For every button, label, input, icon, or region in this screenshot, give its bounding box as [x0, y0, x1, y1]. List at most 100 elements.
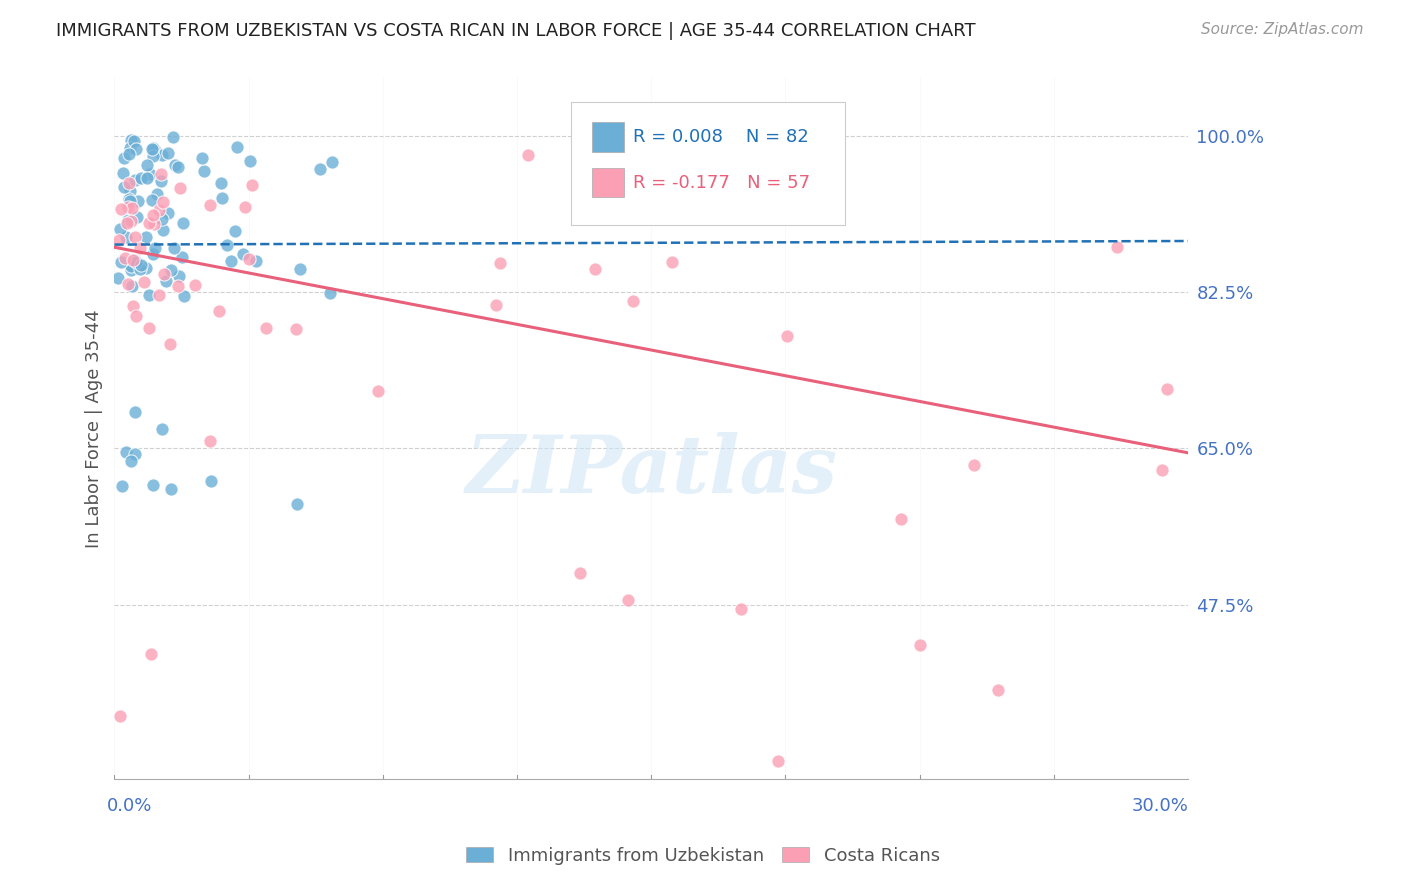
Point [193, 164, 215, 178]
Text: 30.0%: 30.0% [1132, 797, 1188, 815]
Point [117, 277, 139, 291]
Point [138, 321, 160, 335]
Text: R = 0.008    N = 82: R = 0.008 N = 82 [633, 128, 808, 146]
Point [124, 172, 146, 186]
Point [141, 142, 163, 156]
Point [120, 133, 142, 147]
Point [107, 270, 129, 285]
Point [215, 238, 238, 252]
Point [285, 497, 308, 511]
Point [124, 405, 146, 419]
Point [115, 216, 138, 230]
Point [118, 141, 141, 155]
Point [142, 246, 165, 260]
Point [124, 230, 146, 244]
Point [367, 384, 389, 398]
Point [139, 647, 162, 661]
Point [111, 479, 134, 493]
Point [162, 129, 184, 144]
Point [117, 176, 139, 190]
Legend: Immigrants from Uzbekistan, Costa Ricans: Immigrants from Uzbekistan, Costa Ricans [460, 840, 946, 872]
Point [200, 475, 222, 489]
Point [148, 202, 170, 217]
Text: R = -0.177   N = 57: R = -0.177 N = 57 [633, 174, 810, 192]
Text: ZIPatlas: ZIPatlas [465, 432, 838, 509]
Point [152, 223, 174, 237]
Point [488, 256, 510, 270]
Point [143, 241, 166, 255]
Point [617, 593, 640, 607]
Point [135, 260, 157, 275]
Point [143, 217, 166, 231]
Point [108, 221, 131, 235]
Point [118, 192, 141, 206]
Point [122, 252, 145, 267]
Point [118, 184, 141, 198]
Point [159, 337, 181, 351]
Point [127, 194, 149, 208]
Point [776, 329, 799, 343]
Point [963, 458, 986, 472]
Point [131, 170, 153, 185]
Point [170, 250, 193, 264]
Point [184, 277, 207, 292]
Point [309, 162, 332, 177]
Point [135, 170, 157, 185]
Point [125, 255, 148, 269]
Point [135, 230, 157, 244]
Point [110, 255, 132, 269]
Point [125, 142, 148, 156]
Point [1105, 240, 1128, 254]
Point [115, 230, 138, 244]
Point [118, 194, 141, 208]
Point [238, 252, 260, 267]
Point [159, 262, 181, 277]
FancyBboxPatch shape [571, 102, 845, 225]
Point [321, 155, 343, 169]
Point [211, 176, 233, 190]
Point [191, 151, 214, 165]
Text: Source: ZipAtlas.com: Source: ZipAtlas.com [1201, 22, 1364, 37]
Point [138, 216, 160, 230]
Point [1150, 463, 1173, 477]
Point [167, 278, 190, 293]
Point [150, 212, 173, 227]
Point [152, 195, 174, 210]
Point [149, 167, 172, 181]
Point [232, 246, 254, 260]
Point [122, 300, 145, 314]
Point [516, 148, 538, 162]
Bar [592, 122, 624, 152]
Point [621, 293, 644, 308]
Text: 0.0%: 0.0% [107, 797, 153, 815]
Point [110, 202, 132, 216]
Point [108, 233, 131, 247]
Point [108, 709, 131, 723]
Point [166, 161, 188, 175]
Point [155, 275, 177, 289]
Point [142, 477, 165, 491]
Point [172, 216, 194, 230]
Point [153, 267, 176, 281]
Point [114, 251, 136, 265]
Point [766, 754, 789, 768]
Point [122, 134, 145, 148]
Point [150, 422, 173, 436]
Point [141, 194, 163, 208]
Point [136, 158, 159, 172]
Point [143, 143, 166, 157]
Point [198, 197, 221, 211]
Point [485, 298, 508, 312]
Point [661, 255, 683, 269]
Point [112, 179, 135, 194]
Point [169, 181, 191, 195]
Point [129, 258, 152, 272]
Text: IMMIGRANTS FROM UZBEKISTAN VS COSTA RICAN IN LABOR FORCE | AGE 35-44 CORRELATION: IMMIGRANTS FROM UZBEKISTAN VS COSTA RICA… [56, 22, 976, 40]
Point [163, 157, 186, 171]
Y-axis label: In Labor Force | Age 35-44: In Labor Force | Age 35-44 [86, 309, 103, 548]
Point [157, 206, 180, 220]
Point [245, 253, 267, 268]
Point [120, 263, 142, 277]
Point [211, 191, 233, 205]
Point [908, 638, 931, 652]
